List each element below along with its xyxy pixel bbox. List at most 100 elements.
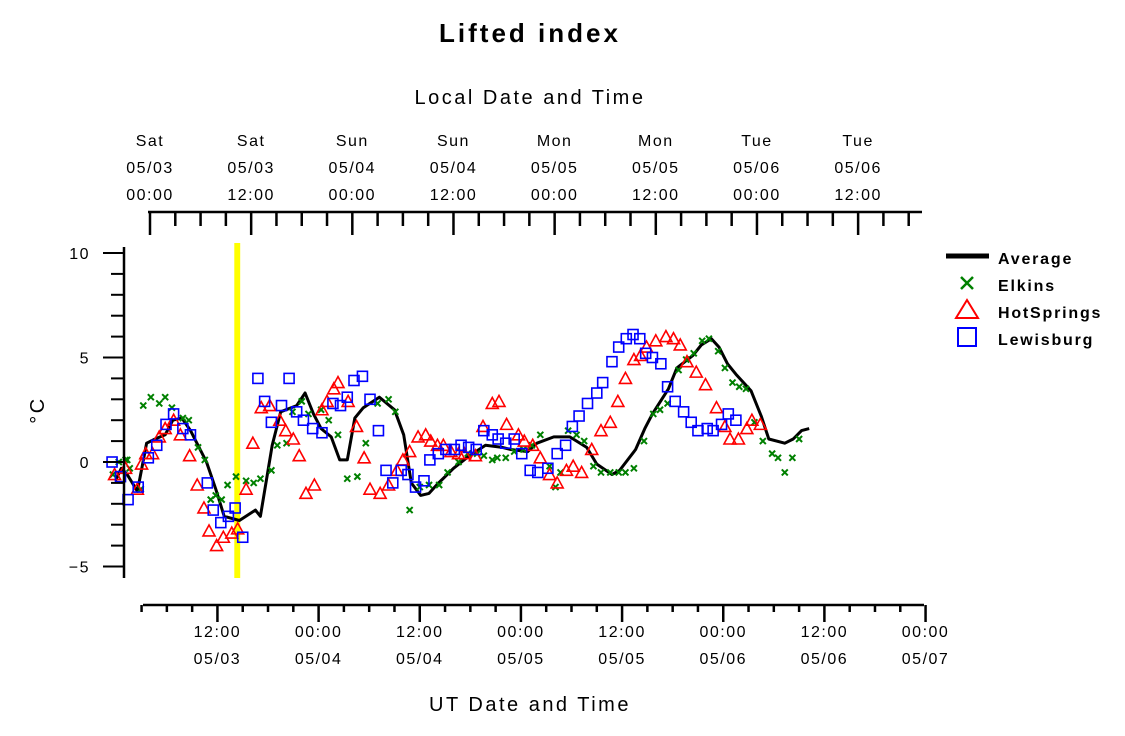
top-tick-time: 00:00 xyxy=(126,187,174,204)
x-tick-date: 05/06 xyxy=(699,651,747,668)
elkins-point xyxy=(768,449,776,458)
lewisburg-point xyxy=(677,406,690,418)
series-lewisburg xyxy=(106,328,742,544)
hotsprings-point xyxy=(189,477,205,491)
elkins-point xyxy=(615,468,623,477)
x-tick-time: 12:00 xyxy=(194,624,242,641)
lewisburg-point xyxy=(418,475,430,487)
elkins-point xyxy=(788,454,797,462)
x-tick-date: 05/05 xyxy=(598,651,646,668)
lewisburg-point xyxy=(184,429,197,441)
hotsprings-point xyxy=(278,422,294,437)
elkins-point xyxy=(256,475,265,483)
lewisburg-point xyxy=(142,452,155,464)
hotsprings-point xyxy=(423,433,439,447)
elkins-point xyxy=(519,445,528,454)
elkins-point xyxy=(621,468,630,477)
lewisburg-point xyxy=(722,408,735,420)
lewisburg-point xyxy=(486,429,499,441)
legend: Average Elkins HotSprings Lewisburg xyxy=(946,251,1102,349)
hotsprings-point xyxy=(330,374,346,389)
lewisburg-point xyxy=(160,418,172,431)
hotsprings-point xyxy=(717,418,733,433)
lewisburg-point xyxy=(327,397,339,410)
elkins-point xyxy=(721,364,729,372)
hotsprings-point xyxy=(418,427,434,441)
legend-label: HotSprings xyxy=(998,305,1102,322)
lewisburg-point xyxy=(380,464,392,477)
legend-label: Average xyxy=(998,251,1073,268)
hotsprings-point xyxy=(672,337,688,351)
series-hotsprings xyxy=(107,328,768,552)
top-tick-time: 00:00 xyxy=(531,187,579,204)
x-tick-date: 05/07 xyxy=(902,651,950,668)
lewisburg-point xyxy=(348,374,360,387)
hotsprings-point xyxy=(744,412,760,427)
legend-item-average: Average xyxy=(946,251,1073,268)
top-tick-day: Sun xyxy=(336,133,369,150)
lewisburg-point xyxy=(297,414,310,427)
lewisburg-point xyxy=(290,406,303,418)
hotsprings-point xyxy=(574,464,589,479)
elkins-point xyxy=(597,468,605,477)
hotsprings-point xyxy=(245,435,261,449)
average-line xyxy=(114,337,810,522)
elkins-point xyxy=(168,403,176,412)
elkins-point xyxy=(742,385,750,393)
lewisburg-point xyxy=(402,468,414,481)
legend-item-elkins: Elkins xyxy=(960,276,1054,295)
lewisburg-point xyxy=(685,416,698,429)
hotsprings-point xyxy=(443,443,459,458)
lewisburg-point xyxy=(701,422,714,435)
lewisburg-point xyxy=(275,399,288,412)
lewisburg-point xyxy=(612,341,625,353)
elkins-point xyxy=(674,366,683,374)
elkins-point xyxy=(217,495,226,504)
legend-label: Lewisburg xyxy=(998,332,1094,349)
lewisburg-point xyxy=(236,531,249,544)
elkins-point xyxy=(179,414,187,422)
hotsprings-point xyxy=(739,420,755,435)
top-tick-day: Sat xyxy=(237,133,266,150)
elkins-point xyxy=(405,506,414,514)
hotsprings-point xyxy=(107,466,122,481)
lewisburg-point xyxy=(470,443,483,456)
elkins-point xyxy=(502,454,510,462)
y-tick-label: 5 xyxy=(80,351,90,368)
legend-item-hotsprings: HotSprings xyxy=(954,298,1102,322)
top-tick-date: 05/06 xyxy=(733,160,781,177)
hotsprings-point xyxy=(633,347,648,362)
elkins-point xyxy=(194,443,202,452)
series-average xyxy=(114,337,810,522)
hotsprings-point xyxy=(356,450,372,464)
lewisburg-point xyxy=(455,439,467,452)
elkins-point xyxy=(223,481,232,489)
hotsprings-point xyxy=(698,376,713,391)
elkins-point xyxy=(630,464,638,472)
top-tick-date: 05/05 xyxy=(632,160,680,177)
hotsprings-point xyxy=(525,437,541,452)
elkins-legend-marker xyxy=(960,276,974,290)
elkins-point xyxy=(781,468,789,477)
elkins-point xyxy=(454,458,463,466)
hotsprings-point xyxy=(372,485,388,500)
lewisburg-point xyxy=(283,372,295,385)
highlight-band xyxy=(234,243,241,578)
elkins-point xyxy=(705,334,713,343)
hotsprings-point xyxy=(602,414,618,429)
plot-area xyxy=(106,243,810,578)
elkins-point xyxy=(735,383,743,391)
lewisburg-point xyxy=(655,357,667,370)
elkins-point xyxy=(325,416,333,424)
hotsprings-point xyxy=(182,448,197,462)
hotsprings-point xyxy=(688,364,704,378)
top-tick-day: Tue xyxy=(842,133,873,150)
x-tick-date: 05/06 xyxy=(801,651,849,668)
lewisburg-point xyxy=(596,376,609,389)
lewisburg-point xyxy=(508,433,520,445)
lewisburg-point xyxy=(730,414,742,427)
hotsprings-point xyxy=(559,462,574,477)
lewisburg-point xyxy=(633,332,646,345)
lewisburg-point xyxy=(448,443,461,456)
